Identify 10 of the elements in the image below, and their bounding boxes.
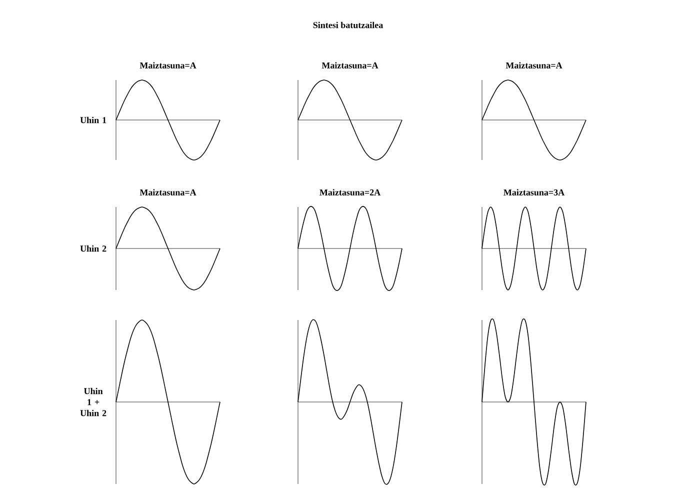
text: Sintesi batutzailea — [313, 22, 383, 28]
y-axis-title: Uhin 1 — [80, 116, 106, 124]
y-axis-title: Uhin 1 + Uhin 2 — [80, 388, 106, 416]
y-axis-title: Uhin 2 — [80, 245, 106, 252]
chart-title: Maiztasuna=A — [322, 62, 378, 68]
chart-title: Maiztasuna=2A — [320, 189, 380, 196]
chart-title: Maiztasuna=3A — [504, 189, 564, 196]
chart-title: Maiztasuna=A — [140, 189, 196, 196]
chart-title: Maiztasuna=A — [140, 62, 196, 68]
chart-title: Maiztasuna=A — [506, 62, 562, 68]
